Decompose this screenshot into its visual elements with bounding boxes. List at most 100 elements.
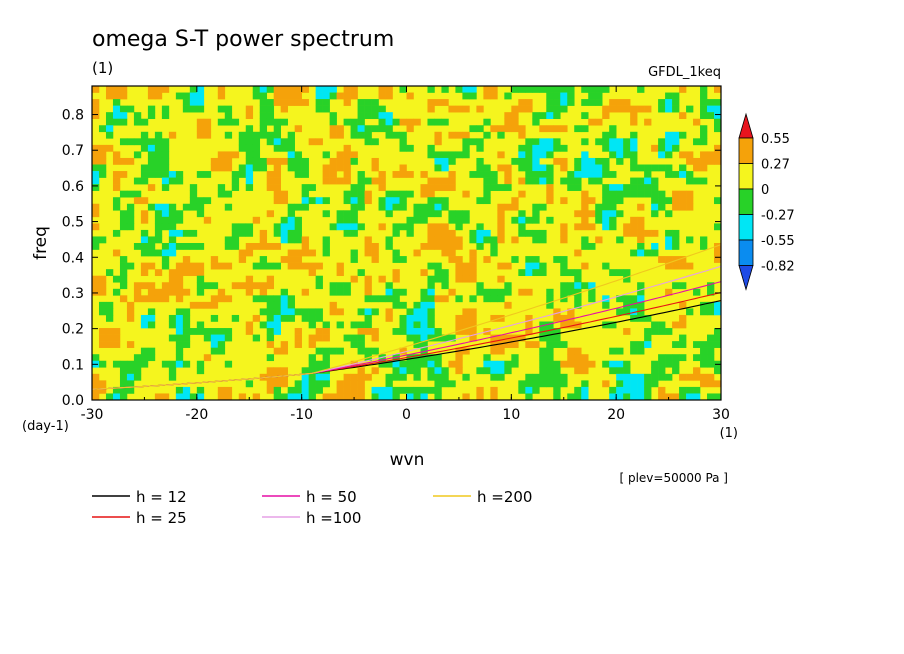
field-cell <box>679 256 687 263</box>
field-cell <box>301 288 309 296</box>
field-cell <box>469 334 477 342</box>
field-cell <box>287 229 295 237</box>
colorbar-segment <box>738 188 754 215</box>
field-cell <box>658 393 666 400</box>
field-cell <box>581 282 589 290</box>
field-cell <box>630 295 638 303</box>
field-cell <box>630 308 638 316</box>
field-cell <box>525 262 533 270</box>
field-cell <box>322 92 330 100</box>
field-cell <box>490 360 498 368</box>
field-cell <box>133 197 142 205</box>
field-cell <box>616 236 624 244</box>
field-cell <box>196 197 205 205</box>
field-cell <box>217 86 226 93</box>
field-cell <box>217 295 226 303</box>
field-cell <box>217 328 226 335</box>
field-cell <box>119 138 128 146</box>
field-cell <box>301 86 309 93</box>
field-cell <box>504 92 512 100</box>
field-cell <box>441 203 449 211</box>
field-cell <box>217 105 226 113</box>
field-cell <box>112 112 121 120</box>
field-cell <box>490 373 498 381</box>
field-cell <box>196 243 205 250</box>
field-cell <box>686 151 694 159</box>
field-cell <box>336 164 344 172</box>
field-cell <box>280 86 288 93</box>
field-cell <box>448 157 456 165</box>
field-cell <box>245 328 254 335</box>
field-cell <box>112 360 121 368</box>
field-cell <box>189 269 198 277</box>
field-cell <box>630 118 638 126</box>
field-cell <box>231 177 240 185</box>
field-cell <box>259 308 268 316</box>
field-cell <box>595 203 603 211</box>
field-cell <box>595 236 603 244</box>
field-cell <box>210 282 219 290</box>
field-cell <box>406 125 414 133</box>
field-cell <box>490 86 498 93</box>
field-cell <box>315 308 323 316</box>
field-cell <box>413 314 421 322</box>
field-cell <box>224 236 233 244</box>
field-cell <box>245 380 254 388</box>
field-cell <box>483 288 491 296</box>
field-cell <box>224 112 233 120</box>
field-cell <box>679 197 687 205</box>
field-cell <box>161 256 170 263</box>
field-cell <box>371 256 379 263</box>
field-cell <box>532 373 540 381</box>
field-cell <box>287 223 295 231</box>
field-cell <box>511 125 519 133</box>
field-cell <box>385 203 393 211</box>
field-cell <box>630 301 638 309</box>
field-cell <box>427 210 435 218</box>
field-cell <box>301 171 309 178</box>
field-cell <box>420 314 428 322</box>
field-cell <box>455 210 463 218</box>
field-cell <box>483 197 491 205</box>
field-cell <box>406 314 414 322</box>
field-cell <box>147 321 156 329</box>
field-cell <box>448 236 456 244</box>
field-cell <box>497 262 505 270</box>
field-cell <box>602 171 610 178</box>
field-cell <box>434 386 442 394</box>
field-cell <box>112 118 121 126</box>
field-cell <box>427 203 435 211</box>
field-cell <box>287 99 295 106</box>
field-cell <box>623 229 631 237</box>
field-cell <box>385 295 393 303</box>
field-cell <box>266 243 275 250</box>
field-cell <box>518 144 526 152</box>
field-cell <box>364 282 372 290</box>
field-cell <box>434 262 442 270</box>
field-cell <box>665 288 673 296</box>
field-cell <box>602 138 610 146</box>
field-cell <box>525 144 533 152</box>
field-cell <box>679 190 687 198</box>
field-cell <box>602 210 610 218</box>
field-cell <box>301 157 309 165</box>
field-cell <box>119 223 128 231</box>
field-cell <box>651 203 659 211</box>
field-cell <box>462 314 470 322</box>
field-cell <box>602 197 610 205</box>
field-cell <box>539 86 547 93</box>
field-cell <box>119 171 128 178</box>
field-cell <box>602 216 610 224</box>
field-cell <box>546 112 554 120</box>
field-cell <box>700 112 708 120</box>
field-cell <box>182 360 191 368</box>
field-cell <box>595 92 603 100</box>
colorbar-label: 0.27 <box>761 158 790 173</box>
field-cell <box>119 367 128 375</box>
field-cell <box>273 99 281 106</box>
field-cell <box>140 171 149 178</box>
field-cell <box>630 347 638 355</box>
field-cell <box>385 308 393 316</box>
field-cell <box>518 223 526 231</box>
field-cell <box>637 203 645 211</box>
